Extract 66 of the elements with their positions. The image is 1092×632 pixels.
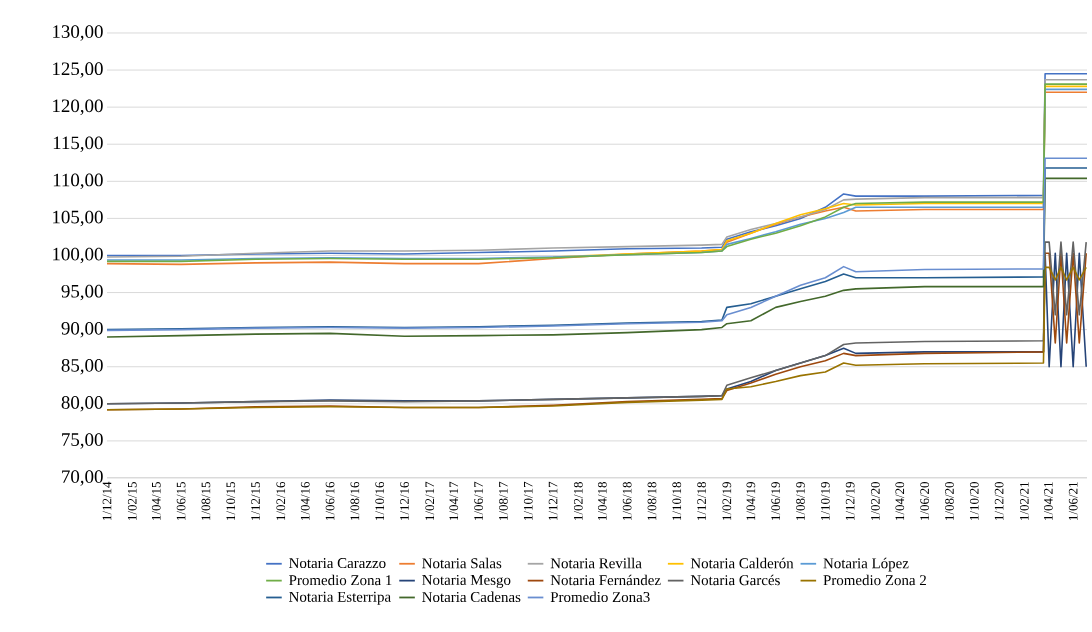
legend-label: Notaria Cadenas: [422, 591, 521, 603]
x-tick-label: 1/10/20: [969, 481, 979, 520]
x-tick-label: 1/12/14: [102, 481, 112, 520]
x-tick-label: 1/06/20: [920, 481, 929, 520]
legend-label: Notaria Fernández: [550, 574, 661, 586]
x-tick-label: 1/04/19: [746, 482, 756, 520]
legend-label: Notaria Salas: [422, 557, 502, 569]
legend-label: Promedio Zona 2: [823, 574, 926, 586]
x-tick-label: 1/12/17: [548, 481, 558, 520]
x-tick-label: 1/08/17: [499, 481, 508, 520]
legend-label: Notaria Revilla: [550, 557, 642, 569]
legend-label: Promedio Zona3: [550, 591, 650, 603]
x-tick-label: 1/02/20: [871, 481, 880, 520]
x-tick-label: 1/10/15: [226, 482, 236, 520]
x-tick-label: 1/12/15: [251, 482, 260, 520]
x-tick-label: 1/08/19: [796, 482, 805, 520]
x-tick-label: 1/04/15: [151, 482, 161, 520]
x-tick-label: 1/02/18: [573, 481, 583, 520]
x-tick-label: 1/12/20: [994, 481, 1004, 520]
x-tick-label: 1/02/15: [127, 482, 137, 520]
x-tick-label: 1/04/20: [895, 481, 905, 520]
legend-label: Notaria Esterripa: [289, 591, 391, 605]
x-tick-label: 1/06/18: [622, 481, 632, 520]
x-tick-label: 1/06/21: [1068, 482, 1078, 520]
x-tick-label: 1/02/16: [276, 481, 286, 520]
y-tick-label: 125,00: [53, 62, 103, 78]
x-tick-label: 1/04/17: [449, 481, 459, 520]
x-tick-label: 1/04/18: [597, 481, 607, 520]
y-tick-label: 95,00: [61, 284, 103, 301]
y-tick-label: 70,00: [62, 470, 103, 486]
x-tick-label: 1/02/17: [425, 481, 435, 520]
y-tick-label: 100,00: [53, 247, 103, 264]
x-tick-label: 1/02/19: [722, 482, 732, 520]
y-tick-label: 105,00: [53, 210, 103, 227]
x-tick-label: 1/06/19: [771, 482, 781, 520]
x-tick-label: 1/10/16: [375, 481, 385, 520]
legend-label: Promedio Zona 1: [289, 574, 392, 586]
x-tick-label: 1/04/21: [1043, 482, 1053, 520]
x-tick-label: 1/10/19: [820, 482, 830, 520]
y-tick-label: 90,00: [61, 321, 103, 338]
legend-label: Notaria Garcés: [690, 574, 780, 586]
x-tick-label: 1/08/20: [945, 481, 954, 520]
x-tick-label: 1/06/15: [176, 482, 186, 520]
x-tick-label: 1/10/18: [672, 481, 682, 520]
y-tick-label: 75,00: [62, 433, 103, 449]
x-tick-label: 1/06/16: [325, 481, 335, 520]
x-tick-label: 1/12/16: [400, 481, 409, 520]
x-tick-label: 1/04/16: [300, 481, 310, 520]
y-tick-label: 130,00: [53, 25, 103, 41]
x-tick-label: 1/08/16: [350, 481, 360, 520]
x-tick-label: 1/10/17: [523, 481, 533, 520]
x-tick-label: 1/12/19: [845, 482, 855, 520]
x-tick-label: 1/12/18: [697, 481, 706, 520]
legend-label: Notaria López: [823, 557, 909, 572]
y-tick-label: 80,00: [61, 396, 103, 412]
legend-label: Notaria Mesgo: [422, 574, 511, 589]
x-tick-label: 1/08/15: [201, 482, 211, 520]
x-tick-label: 1/08/18: [647, 481, 657, 520]
x-tick-label: 1/02/21: [1019, 482, 1029, 520]
y-tick-label: 110,00: [53, 173, 103, 190]
legend-label: Notaria Carazzo: [289, 558, 386, 569]
y-tick-label: 115,00: [53, 136, 103, 152]
legend-label: Notaria Calderón: [690, 557, 794, 569]
y-tick-label: 85,00: [61, 359, 103, 375]
y-tick-label: 120,00: [53, 99, 103, 115]
x-tick-label: 1/06/17: [474, 481, 483, 520]
